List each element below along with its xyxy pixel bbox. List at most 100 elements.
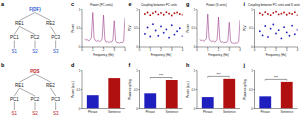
marks (87, 78, 120, 108)
chart-panel: d00.51Power (a.u.)PhraseSentence (71, 62, 125, 114)
y-tick (81, 28, 82, 29)
scatter-point (160, 12, 162, 14)
scatter-point (259, 30, 261, 32)
scatter-point (168, 37, 170, 39)
bar (87, 95, 99, 108)
y-axis-label: Phase coupling (243, 79, 247, 100)
scatter-point (272, 24, 274, 26)
chart-panel: cPower (PC units)00.5101234Frequency (Hz… (71, 1, 126, 57)
scatter-point (174, 34, 176, 36)
scatter-point (286, 31, 288, 33)
marks (200, 14, 240, 44)
tree-edge (51, 88, 56, 96)
scatter-point (275, 33, 277, 35)
tree-edge (14, 102, 15, 110)
scatter-point (182, 35, 183, 37)
scatter-point (160, 25, 162, 27)
tree-node: PC3 (51, 35, 60, 40)
y-tick-label: 0.5 (77, 26, 81, 30)
scatter-point (152, 12, 154, 14)
tree-node: F(DF) (29, 7, 41, 12)
scatter-point (163, 14, 165, 16)
scatter-point (147, 12, 149, 14)
panel-label: a (1, 1, 5, 7)
y-tick-label: 1 (79, 8, 81, 12)
spectrum-line (200, 14, 240, 44)
x-tick-label: 4 (124, 48, 126, 52)
scatter-point (267, 36, 269, 38)
marks (85, 13, 125, 44)
tree-edge (35, 13, 51, 21)
chart-title: Coupling between PC units and S units (248, 3, 300, 7)
scatter-point (264, 11, 266, 13)
tree-node: S1 (12, 49, 18, 54)
x-tick-label: 4 (297, 48, 299, 52)
x-tick-label: Sentence (223, 110, 236, 114)
scatter-point (280, 13, 282, 15)
y-tick-label: 0.5 (192, 88, 196, 92)
y-tick (196, 70, 197, 71)
y-axis (197, 10, 198, 48)
y-axis (254, 10, 255, 48)
tree-edge (20, 13, 36, 21)
tree-panel: aF(DF)RE1RE2PC1PC2PC3S1S2S3 (1, 1, 61, 55)
y-tick (196, 28, 197, 29)
y-tick (81, 108, 82, 109)
x-axis-label: Frequency (Hz) (93, 53, 114, 57)
y-tick-label: 0 (136, 107, 138, 111)
marks (144, 11, 183, 39)
scatter-point (149, 14, 151, 16)
y-axis-label: Power (a.u.) (186, 81, 190, 97)
tree-node: S1 (12, 111, 18, 116)
marks (144, 80, 177, 109)
spectrum-line (85, 13, 125, 44)
tree-node: PC1 (10, 97, 19, 102)
panel-label: e (129, 1, 132, 7)
panel-label: d (71, 62, 74, 68)
y-tick (138, 9, 139, 10)
y-tick-label: 0.5 (77, 88, 81, 92)
chart-title: Coupling between PC units (141, 3, 178, 7)
y-axis (197, 71, 198, 109)
tree-node: RE2 (46, 83, 55, 88)
y-tick-label: 0.5 (134, 88, 138, 92)
panel-label: j (243, 62, 246, 68)
scatter-point (157, 35, 159, 37)
x-tick-label: 4 (239, 48, 241, 52)
x-tick-label: 0 (139, 48, 141, 52)
figure: aF(DF)RE1RE2PC1PC2PC3S1S2S3bPDSRE1RE2PC1… (0, 0, 300, 123)
x-axis-label: Frequency (Hz) (208, 53, 229, 57)
y-tick-label: 1 (251, 8, 253, 12)
scatter-point (165, 28, 167, 30)
tree-node: RE1 (15, 21, 24, 26)
tree-node: PC2 (31, 97, 40, 102)
scatter-point (283, 26, 285, 28)
significance-label: *** (274, 76, 279, 80)
tree-node: RE2 (46, 21, 55, 26)
y-tick-label: 1 (136, 8, 138, 12)
y-tick (253, 89, 254, 90)
tree-edge (55, 41, 56, 49)
scatter-point (171, 15, 173, 17)
tree-edge (35, 74, 51, 82)
y-tick-label: 1 (251, 69, 253, 73)
scatter-point (270, 28, 272, 30)
scatter-point (272, 12, 274, 14)
bar (108, 78, 120, 108)
x-tick-label: 4 (182, 48, 184, 52)
scatter-point (278, 29, 280, 31)
scatter-point (289, 35, 291, 37)
y-axis (254, 71, 255, 109)
tree-node: RE1 (15, 83, 24, 88)
y-tick-label: 1 (79, 69, 81, 73)
scatter-point (144, 33, 146, 35)
x-tick-label: Phrase (145, 110, 155, 114)
y-tick (253, 9, 254, 10)
scatter-point (291, 25, 293, 27)
panel-label: b (1, 62, 5, 68)
tree-panel: bPDSRE1RE2PC1PC2PC3S1S2S3 (1, 62, 61, 116)
x-tick-label: 0 (196, 48, 198, 52)
scatter-point (262, 14, 264, 16)
scatter-point (280, 37, 282, 39)
scatter-point (297, 14, 298, 16)
